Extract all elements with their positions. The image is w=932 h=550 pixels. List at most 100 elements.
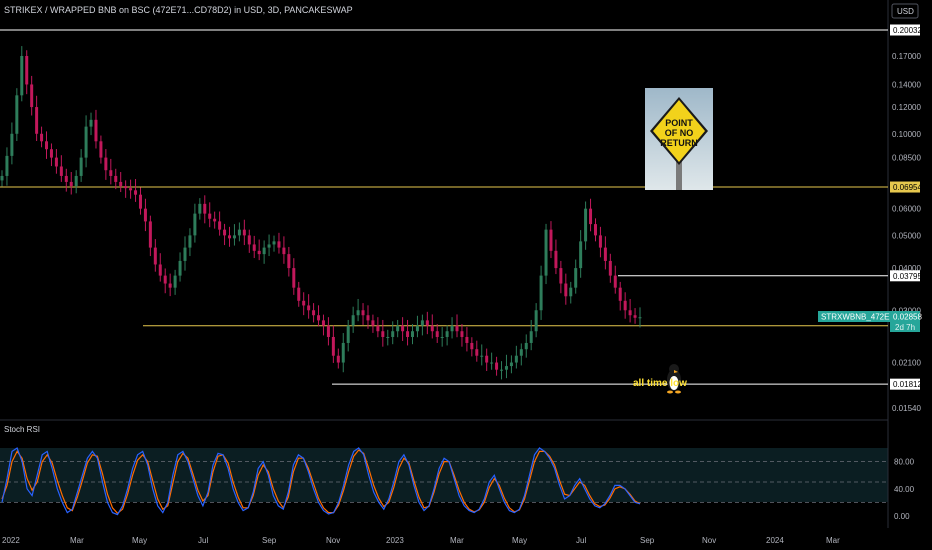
penguin-icon [667, 364, 681, 394]
price-tag-value: 0.02858 [893, 313, 922, 322]
candle-body-65 [321, 320, 325, 326]
candle-body-81 [401, 325, 405, 332]
candle-body-68 [336, 355, 340, 363]
candle-body-129 [638, 317, 642, 319]
sign-line-3: RETURN [660, 138, 698, 148]
candle-body-50 [247, 235, 251, 245]
candle-body-24 [119, 181, 123, 187]
candle-body-85 [420, 320, 424, 326]
candle-body-114 [564, 283, 568, 297]
candle-body-59 [292, 268, 296, 288]
level-tag-bg-2 [890, 270, 920, 282]
candle-body-83 [410, 331, 414, 337]
candle-body-87 [430, 325, 434, 332]
candle-body-128 [633, 315, 637, 318]
candle-body-90 [445, 331, 449, 337]
candle-body-112 [554, 250, 558, 269]
candle-body-41 [203, 203, 207, 214]
candle-body-117 [579, 241, 583, 269]
candle-body-126 [623, 300, 627, 311]
candle-body-37 [183, 247, 187, 261]
level-tag-0: 0.20032 [893, 26, 922, 35]
candle-body-8 [40, 133, 44, 142]
candle-body-33 [163, 275, 167, 284]
candle-body-5 [25, 56, 29, 85]
candle-body-75 [371, 320, 375, 326]
sign-line-2: OF NO [665, 128, 694, 138]
candle-body-2 [10, 133, 14, 156]
candle-body-119 [589, 208, 593, 225]
candle-body-58 [287, 254, 291, 269]
candle-body-15 [74, 175, 78, 187]
candle-body-17 [84, 126, 88, 158]
stoch-d-line [1, 449, 641, 515]
candle-body-21 [104, 157, 108, 171]
candle-body-79 [391, 331, 395, 337]
level-tag-2: 0.03795 [893, 272, 922, 281]
candle-body-120 [593, 224, 597, 236]
candle-body-74 [366, 315, 370, 321]
candle-body-43 [213, 218, 217, 222]
level-tag-bg-4 [890, 378, 920, 390]
candle-body-16 [79, 157, 83, 176]
candle-body-82 [406, 331, 410, 337]
candle-body-61 [302, 300, 306, 306]
candle-body-107 [529, 331, 533, 343]
candle-body-44 [218, 221, 222, 230]
candle-body-72 [356, 310, 360, 316]
currency-label: USD [897, 7, 914, 16]
candle-body-49 [242, 229, 246, 236]
candle-body-104 [514, 355, 518, 363]
candle-body-12 [59, 166, 63, 176]
candle-body-78 [386, 336, 390, 338]
price-tick-4: 0.08500 [892, 154, 921, 163]
candle-body-48 [237, 229, 241, 236]
candle-body-89 [440, 336, 444, 338]
last-price-tag[interactable]: STRXWBNB_472E71.USD 0.02858 2d 7h [818, 311, 922, 332]
candle-body-29 [143, 208, 147, 222]
time-tick-1: Mar [70, 536, 84, 545]
candle-body-71 [351, 315, 355, 326]
candle-body-95 [470, 342, 474, 350]
currency-button[interactable]: USD [891, 3, 919, 19]
candle-body-25 [124, 186, 128, 189]
price-axis-ticks: 0.17000 0.14000 0.12000 0.10000 0.08500 0.060… [892, 52, 921, 413]
time-tick-8: May [512, 536, 527, 545]
candle-body-69 [341, 342, 345, 363]
candle-body-20 [99, 141, 103, 158]
indicator-label: Stoch RSI [4, 425, 40, 434]
candle-body-123 [608, 260, 612, 276]
time-tick-11: Nov [702, 536, 716, 545]
time-tick-7: Mar [450, 536, 464, 545]
price-tick-8: 0.03000 [892, 306, 921, 315]
candle-body-23 [114, 175, 118, 182]
time-tick-2: May [132, 536, 147, 545]
candle-body-19 [94, 119, 98, 142]
candle-body-115 [569, 287, 573, 297]
candle-body-57 [282, 247, 286, 255]
price-tick-3: 0.10000 [892, 130, 921, 139]
candle-body-124 [613, 275, 617, 288]
all-time-low-annotation: all time low [633, 378, 687, 389]
candle-body-0 [0, 175, 4, 181]
candle-body-10 [49, 149, 53, 158]
candle-body-45 [223, 229, 227, 236]
candle-body-30 [148, 221, 152, 248]
candle-body-40 [198, 203, 202, 214]
candle-body-39 [193, 213, 197, 236]
candle-body-11 [54, 157, 58, 167]
price-tag-countdown: 2d 7h [895, 323, 915, 332]
stoch-k-line [1, 447, 641, 516]
time-tick-9: Jul [576, 536, 586, 545]
candle-body-80 [396, 325, 400, 332]
candle-body-4 [20, 56, 24, 96]
candle-body-56 [277, 241, 281, 248]
time-tick-3: Jul [198, 536, 208, 545]
stoch-rsi-series [0, 447, 888, 516]
time-tick-0: 2022 [2, 536, 20, 545]
candle-body-113 [559, 268, 563, 284]
time-tick-10: Sep [640, 536, 655, 545]
candle-body-47 [232, 235, 236, 239]
candle-body-86 [425, 320, 429, 326]
candle-body-22 [109, 170, 113, 176]
